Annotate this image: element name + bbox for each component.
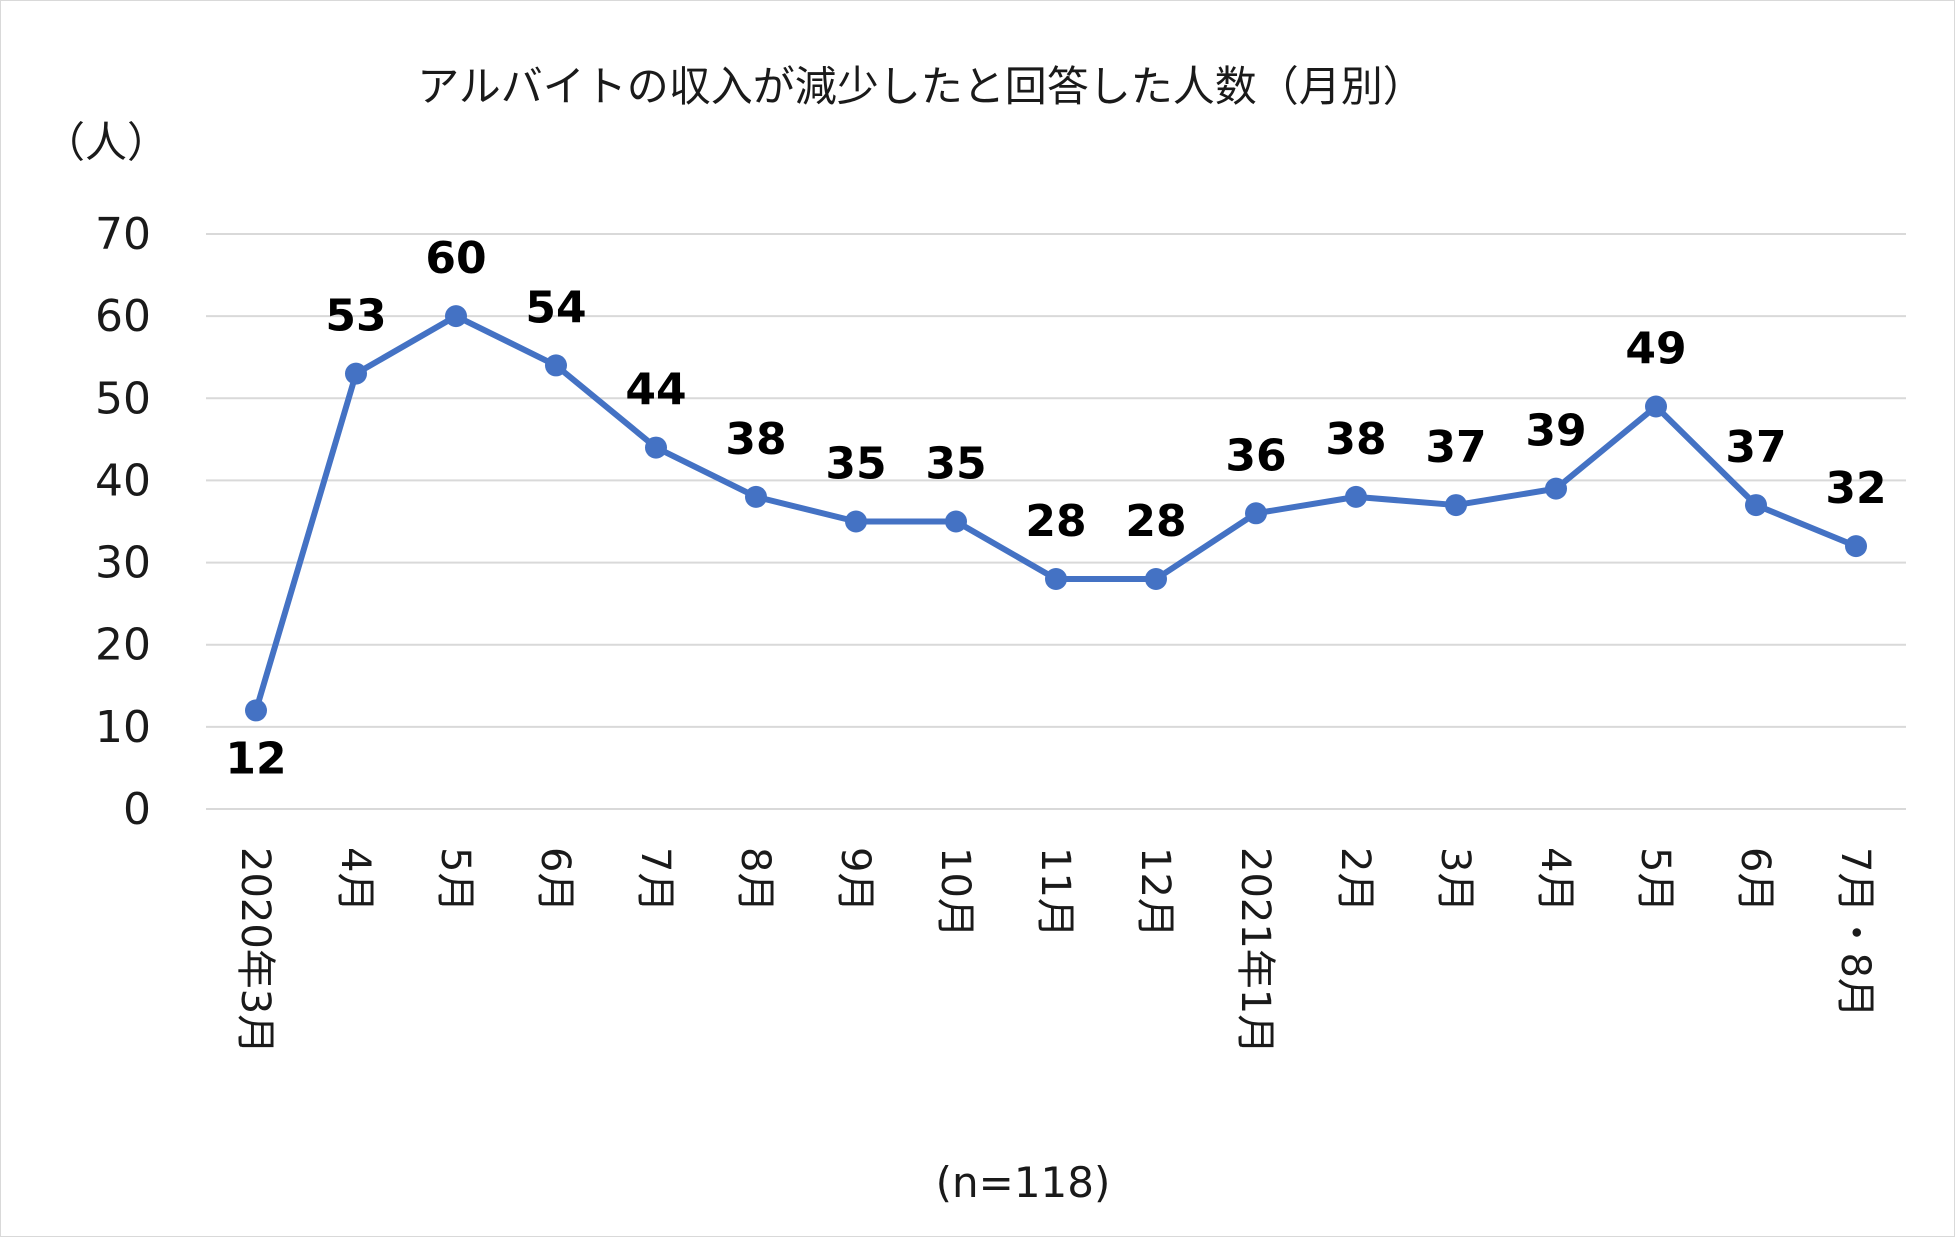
data-label: 37 (1425, 422, 1486, 473)
data-point (345, 362, 367, 385)
y-axis-ticks: 0 10 20 30 40 50 60 70 (95, 209, 151, 835)
data-point (245, 699, 267, 722)
x-tick-label: 6月 (532, 847, 578, 912)
data-point (1045, 568, 1067, 590)
sample-size-note: (n=118) (936, 1158, 1111, 1207)
y-tick-label: 30 (95, 538, 151, 589)
x-tick-label: 9月 (832, 847, 878, 912)
data-label: 38 (725, 414, 786, 465)
x-tick-label: 10月 (932, 847, 978, 938)
x-tick-label: 12月 (1132, 847, 1178, 938)
x-tick-label: 2021年1月 (1232, 847, 1278, 1054)
x-tick-label: 2月 (1332, 847, 1378, 912)
series (245, 305, 1867, 722)
x-axis-ticks: 2020年3月 4月 5月 6月 7月 8月 9月 10月 11月 12月 2021年1月 2月 3月 4… (232, 847, 1878, 1054)
x-tick-label: 7月・8月 (1832, 847, 1878, 1018)
data-label: 37 (1725, 422, 1786, 473)
y-tick-label: 70 (95, 209, 151, 260)
data-point (745, 485, 767, 508)
y-tick-label: 60 (95, 291, 151, 342)
data-point (1145, 568, 1167, 590)
y-tick-label: 50 (95, 373, 151, 424)
x-tick-label: 5月 (432, 847, 478, 912)
data-point (1745, 494, 1767, 517)
data-label: 36 (1225, 430, 1286, 481)
data-label: 38 (1325, 414, 1386, 465)
data-label: 44 (625, 365, 686, 416)
data-point (1445, 494, 1467, 517)
data-label: 35 (925, 439, 986, 490)
y-tick-label: 40 (95, 455, 151, 506)
x-tick-label: 4月 (1532, 847, 1578, 912)
x-tick-label: 2020年3月 (232, 847, 278, 1054)
x-tick-label: 6月 (1732, 847, 1778, 912)
data-point (1645, 395, 1667, 418)
x-tick-label: 4月 (332, 847, 378, 912)
x-tick-label: 3月 (1432, 847, 1478, 912)
data-point (545, 354, 567, 377)
data-label: 28 (1125, 496, 1186, 547)
chart-title: アルバイトの収入が減少したと回答した人数（月別） (417, 62, 1425, 111)
data-label: 39 (1525, 406, 1586, 457)
data-point (945, 510, 967, 533)
data-labels: 12 53 60 54 44 38 35 35 28 28 36 38 37 39 49 37 32 (225, 233, 1886, 784)
data-point (845, 510, 867, 533)
y-tick-label: 20 (95, 620, 151, 671)
data-point (645, 436, 667, 459)
x-tick-label: 7月 (632, 847, 678, 912)
data-label: 28 (1025, 496, 1086, 547)
data-label: 49 (1625, 324, 1686, 375)
data-point (1545, 477, 1567, 500)
data-point (1845, 535, 1867, 558)
data-label: 12 (225, 733, 286, 784)
data-point (445, 305, 467, 328)
data-label: 54 (525, 282, 586, 333)
y-tick-label: 0 (123, 784, 151, 835)
data-point (1345, 485, 1367, 508)
x-tick-label: 8月 (732, 847, 778, 912)
data-label: 60 (425, 233, 486, 284)
data-label: 32 (1825, 463, 1886, 514)
data-point (1245, 502, 1267, 525)
gridlines (206, 233, 1906, 810)
data-label: 53 (325, 291, 386, 342)
y-tick-label: 10 (95, 702, 151, 753)
data-label: 35 (825, 439, 886, 490)
x-tick-label: 11月 (1032, 847, 1078, 938)
y-axis-unit-label: （人） (43, 118, 169, 167)
x-tick-label: 5月 (1632, 847, 1678, 912)
